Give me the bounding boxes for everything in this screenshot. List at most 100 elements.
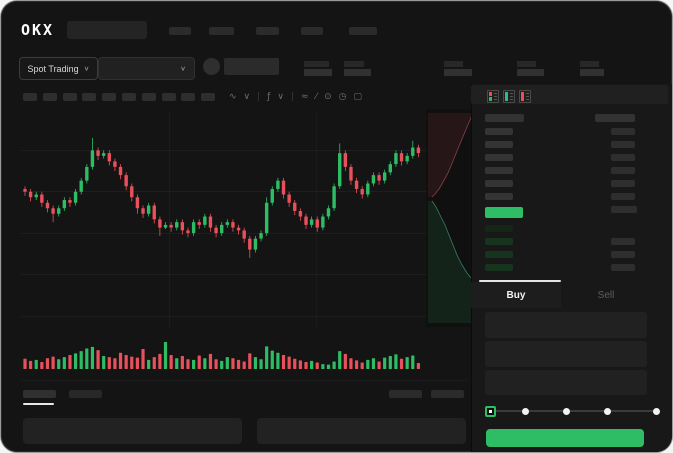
ask-row-size-bar[interactable]: [611, 180, 635, 187]
bid-row-size-bar[interactable]: [611, 238, 635, 245]
candlestick: [169, 224, 173, 228]
bottom-action[interactable]: [431, 390, 464, 398]
bottom-input-left[interactable]: [23, 418, 242, 444]
nav-item[interactable]: [209, 27, 234, 35]
volume-bar: [45, 358, 50, 369]
candlestick: [79, 180, 83, 192]
volume-bar: [287, 356, 291, 369]
timeframe-button[interactable]: [62, 93, 77, 101]
pair-selector-dropdown[interactable]: ∨: [98, 57, 195, 80]
timeframe-button[interactable]: [42, 93, 57, 101]
bid-row-size-bar[interactable]: [611, 264, 635, 271]
candlestick-chart[interactable]: [19, 107, 425, 279]
candle-type-icon[interactable]: ∿: [229, 92, 237, 102]
chevron-down-icon[interactable]: ∨: [277, 92, 284, 102]
volume-bar: [175, 358, 179, 369]
candlestick: [360, 188, 364, 195]
amount-slider-track[interactable]: [490, 410, 656, 412]
volume-bar: [73, 353, 78, 369]
timeframe-button[interactable]: [141, 93, 156, 101]
candlestick: [264, 202, 269, 234]
candlestick: [225, 222, 230, 225]
ask-row-price-bar[interactable]: [485, 193, 513, 200]
volume-bar: [349, 358, 353, 369]
volume-bar: [40, 361, 44, 369]
volume-bar: [310, 360, 314, 369]
buy-submit-button[interactable]: [486, 429, 644, 447]
candlestick: [298, 211, 303, 217]
bottom-tab-active[interactable]: [23, 390, 56, 398]
bottom-input-right[interactable]: [257, 418, 466, 444]
ask-row-price-bar[interactable]: [485, 141, 513, 148]
ask-row-size-bar[interactable]: [611, 154, 635, 161]
fullscreen-icon[interactable]: ▢: [353, 92, 362, 102]
nav-item[interactable]: [256, 27, 279, 35]
tab-sell[interactable]: Sell: [561, 282, 651, 308]
ruler-icon[interactable]: ⁄: [315, 92, 318, 102]
line-tool-icon[interactable]: ≈: [301, 92, 309, 102]
volume-bar: [304, 361, 308, 369]
ask-row-size-bar[interactable]: [611, 193, 635, 200]
bid-row-price-bar[interactable]: [485, 264, 513, 271]
chart-gridline: [21, 150, 467, 151]
candlestick: [304, 216, 308, 225]
book-combined-icon[interactable]: [487, 90, 499, 103]
candlestick: [34, 194, 38, 198]
timeframe-button[interactable]: [102, 93, 117, 101]
order-form-field-total[interactable]: [485, 370, 647, 395]
timeframe-button[interactable]: [181, 93, 196, 101]
slider-handle[interactable]: [485, 406, 496, 417]
ask-row-price-bar[interactable]: [485, 128, 513, 135]
bid-row-size-bar[interactable]: [611, 251, 635, 258]
ask-row-price-bar[interactable]: [485, 154, 513, 161]
volume-bar: [124, 354, 128, 369]
book-asks-icon[interactable]: [519, 90, 531, 103]
candlestick: [366, 183, 370, 195]
slider-stop[interactable]: [563, 408, 570, 415]
nav-item[interactable]: [349, 27, 377, 35]
timeframe-button[interactable]: [201, 93, 216, 101]
header-search-placeholder[interactable]: [67, 21, 147, 39]
camera-icon[interactable]: ⊙: [324, 92, 332, 102]
order-form-field-price[interactable]: [485, 312, 647, 338]
candlestick: [321, 216, 325, 228]
candlestick: [416, 147, 421, 154]
bid-row-price-bar[interactable]: [485, 238, 513, 245]
ask-row-size-bar[interactable]: [611, 128, 635, 135]
candlestick: [186, 230, 190, 234]
ask-row-size-bar[interactable]: [611, 141, 635, 148]
nav-item[interactable]: [301, 27, 323, 35]
bid-row-price-bar[interactable]: [485, 251, 513, 258]
timeframe-button[interactable]: [161, 93, 176, 101]
tab-buy[interactable]: Buy: [471, 282, 561, 308]
slider-stop[interactable]: [522, 408, 529, 415]
alarm-icon[interactable]: ◷: [338, 92, 347, 102]
volume-bar: [152, 357, 156, 369]
nav-item[interactable]: [169, 27, 191, 35]
bottom-tab[interactable]: [69, 390, 102, 398]
ask-row-price-bar[interactable]: [485, 167, 513, 174]
chevron-down-icon[interactable]: ∨: [243, 92, 251, 102]
timeframe-button[interactable]: [82, 93, 97, 101]
volume-bar: [118, 352, 123, 369]
chevron-down-icon: ∨: [180, 64, 186, 73]
ask-row-price-bar[interactable]: [485, 180, 513, 187]
volume-bar: [96, 350, 100, 369]
timeframe-button[interactable]: [23, 93, 37, 101]
ask-row-size-bar[interactable]: [611, 167, 635, 174]
last-price-badge[interactable]: [485, 207, 523, 218]
book-bids-icon[interactable]: [503, 90, 515, 103]
timeframe-button[interactable]: [122, 93, 136, 101]
ticker-stat: [444, 61, 474, 77]
bid-row-price-bar[interactable]: [485, 225, 513, 232]
volume-bar: [90, 346, 95, 369]
candlestick: [276, 180, 280, 189]
bottom-action[interactable]: [389, 390, 422, 398]
volume-bar: [270, 350, 274, 369]
order-form-field-amount[interactable]: [485, 341, 647, 367]
slider-stop[interactable]: [653, 408, 660, 415]
market-type-dropdown[interactable]: Spot Trading ∨: [19, 57, 98, 80]
indicators-icon[interactable]: ƒ: [267, 92, 271, 102]
slider-stop[interactable]: [604, 408, 611, 415]
